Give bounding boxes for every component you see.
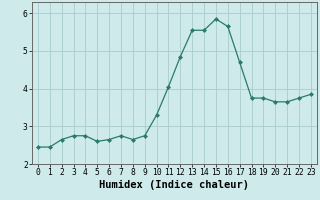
X-axis label: Humidex (Indice chaleur): Humidex (Indice chaleur) [100,180,249,190]
